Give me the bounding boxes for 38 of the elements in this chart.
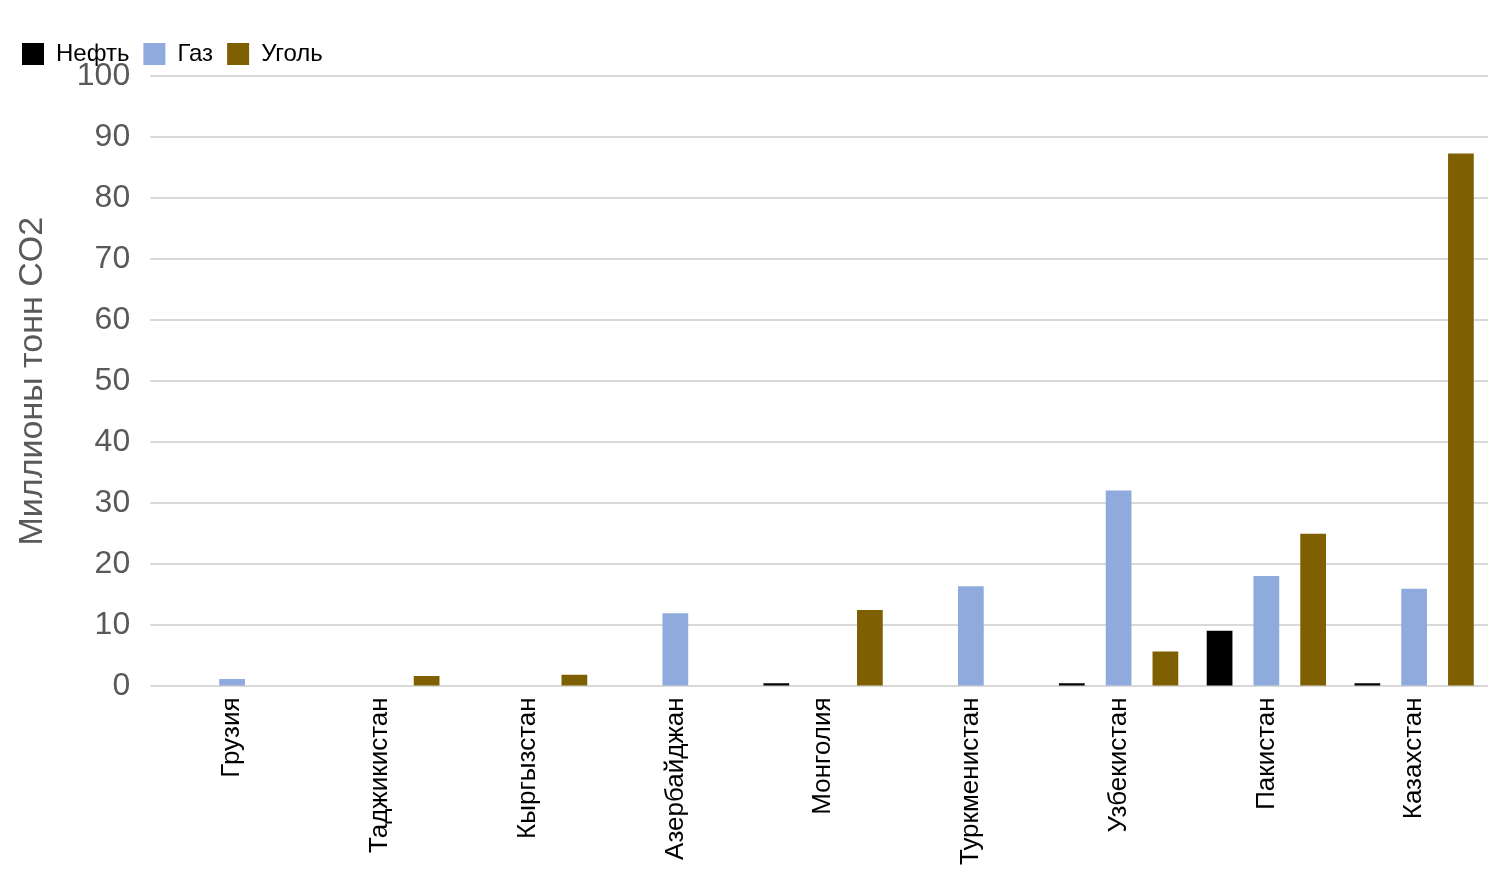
bar [857, 610, 883, 686]
x-tick-label: Грузия [215, 697, 246, 778]
bar [1105, 490, 1132, 686]
bar [1152, 651, 1179, 686]
x-tick-label: Азербайджан [658, 697, 689, 860]
y-tick-label: 90 [94, 116, 131, 153]
y-tick-label: 50 [94, 361, 131, 398]
y-tick-label: 70 [94, 238, 131, 275]
bar [1206, 630, 1233, 686]
y-tick-label: 40 [94, 422, 131, 459]
bar [1058, 683, 1085, 686]
bar [763, 683, 790, 686]
y-axis-title: Миллионы тонн CO2 [10, 216, 49, 546]
bar [662, 613, 689, 686]
bar [219, 679, 245, 686]
bar [1448, 153, 1474, 686]
bar [1354, 683, 1381, 686]
y-tick-label: 80 [94, 177, 131, 214]
x-tick-label: Узбекистан [1101, 697, 1132, 833]
x-tick-label: Туркменистан [954, 697, 985, 866]
y-tick-label: 60 [94, 299, 131, 336]
bar [413, 676, 440, 686]
bar [561, 674, 588, 686]
bar [1300, 533, 1327, 686]
legend-label: Газ [177, 38, 214, 66]
x-tick-label: Кыргызстан [510, 697, 541, 839]
x-tick-label: Монголия [806, 697, 837, 815]
y-tick-label: 30 [94, 483, 131, 520]
bar [1401, 588, 1427, 686]
y-tick-label: 0 [112, 666, 131, 703]
bar [1253, 575, 1280, 686]
x-tick-label: Таджикистан [363, 697, 393, 853]
y-tick-label: 20 [94, 544, 131, 581]
x-tick-label: Пакистан [1249, 697, 1280, 810]
legend-label: Уголь [261, 38, 323, 66]
x-tick-label: Казахстан [1397, 697, 1428, 820]
y-tick-label: 10 [94, 605, 131, 642]
bar [957, 586, 984, 686]
